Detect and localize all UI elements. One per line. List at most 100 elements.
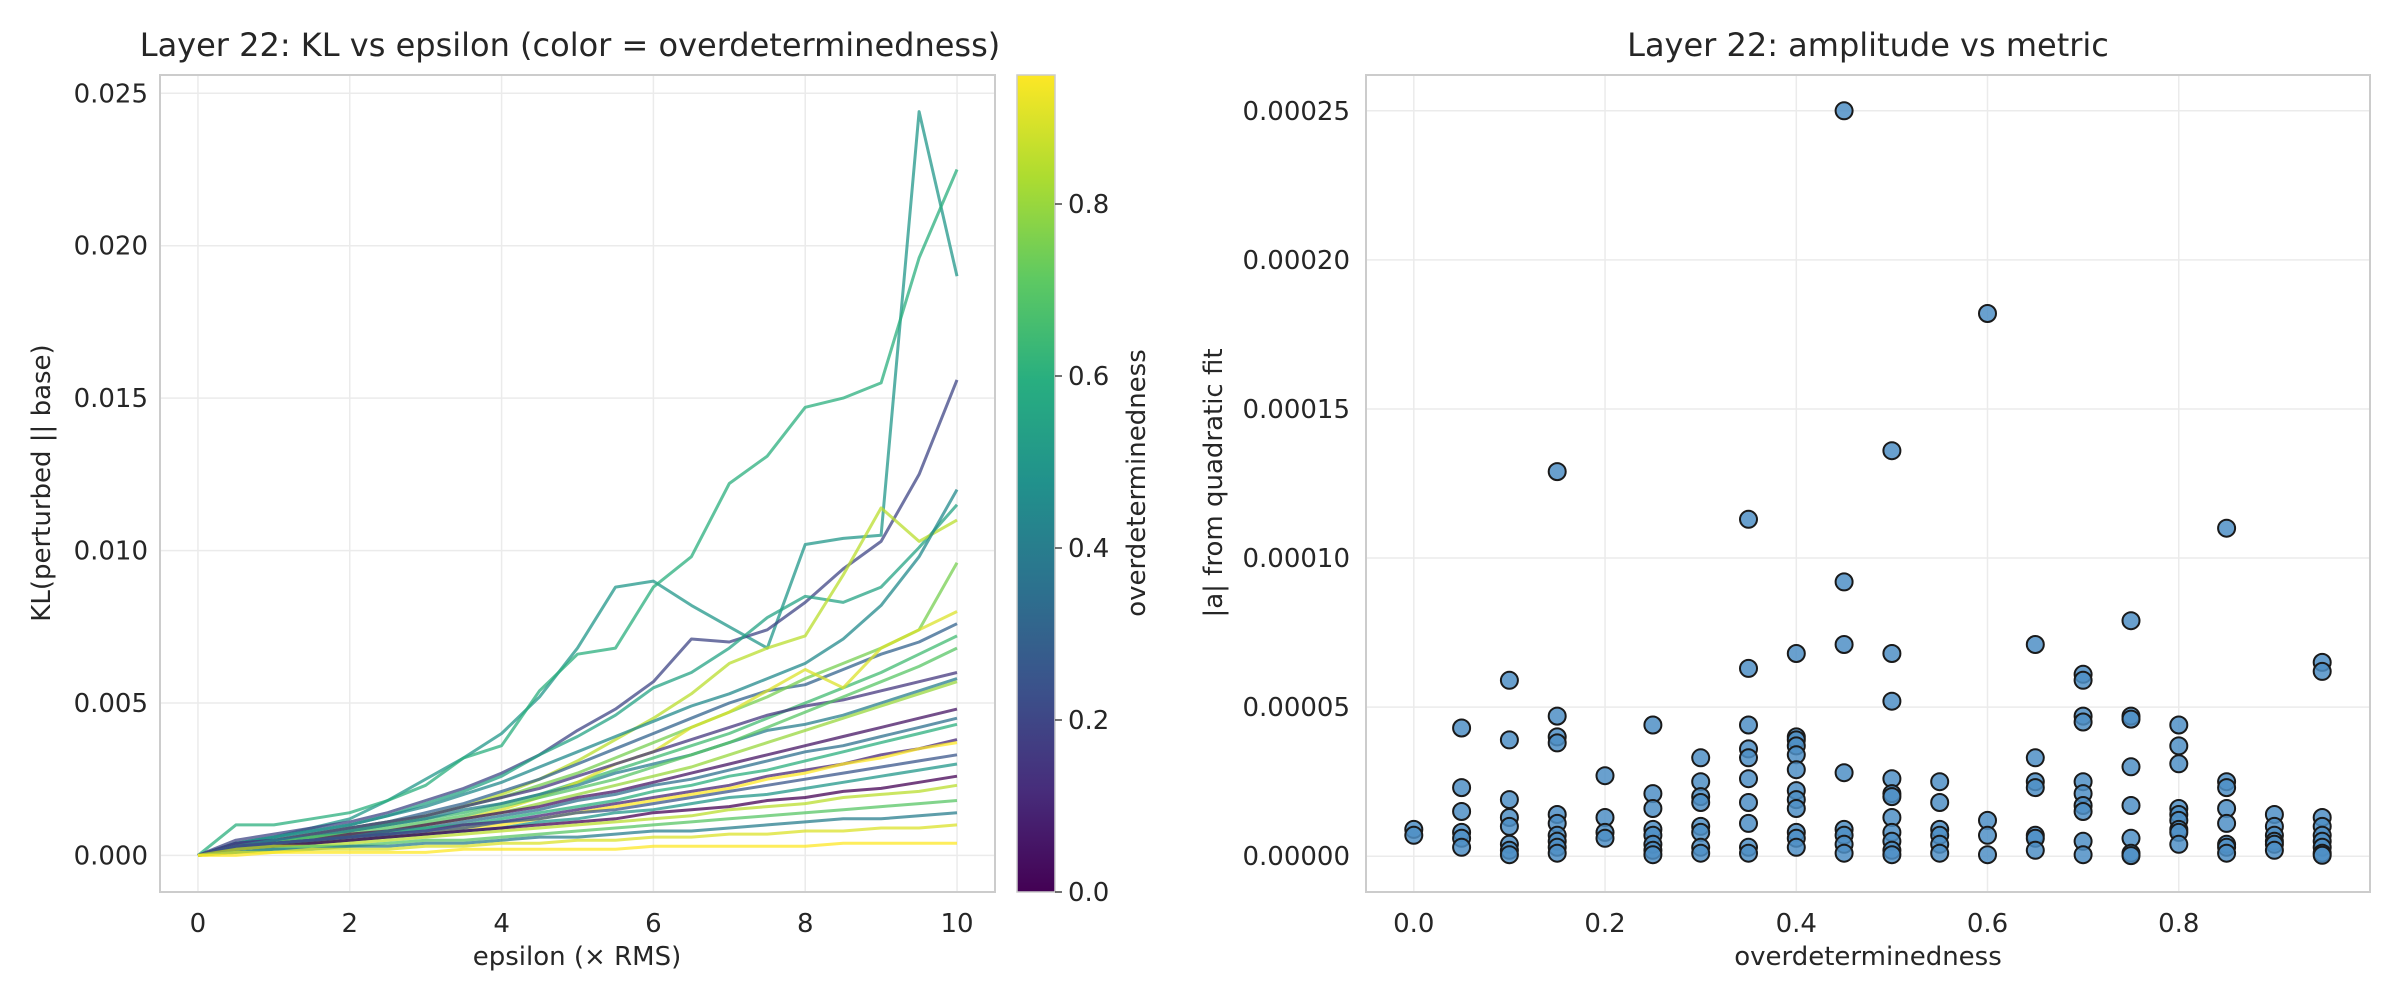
left-y-ticks: 0.000 0.005 0.010 0.015 0.020 0.025 — [74, 79, 148, 871]
kl-series-line — [197, 646, 958, 857]
scatter-point — [1739, 509, 1758, 529]
scatter-point — [1739, 769, 1758, 789]
kl-lines — [197, 110, 959, 857]
scatter-point — [1452, 802, 1472, 821]
scatter-point — [1547, 462, 1567, 482]
scatter-point — [1739, 658, 1758, 678]
scatter-point — [1691, 793, 1711, 812]
right-chart-title: Layer 22: amplitude vs metric — [1627, 26, 2109, 64]
scatter-point — [1595, 828, 1615, 848]
kl-series-line — [198, 841, 957, 857]
scatter-point — [1882, 691, 1902, 711]
left-y-axis-label: KL(perturbed || base) — [27, 344, 57, 621]
scatter-point — [2025, 635, 2045, 654]
scatter-point — [1499, 790, 1519, 810]
right-x-axis-label: overdeterminedness — [1734, 942, 2002, 972]
scatter-point — [2025, 778, 2045, 798]
scatter-point — [1739, 793, 1758, 812]
scatter-point — [1739, 715, 1758, 735]
kl-series-line — [197, 506, 958, 857]
scatter-point — [1643, 799, 1663, 818]
colorbar-tick-label: 0.2 — [1068, 706, 1109, 736]
left-x-ticks: 0 2 4 6 8 10 — [190, 909, 974, 939]
left-x-tick-label: 0 — [190, 909, 207, 939]
left-grid — [160, 75, 995, 892]
kl-series-line — [197, 379, 959, 857]
scatter-point — [1930, 793, 1950, 812]
left-x-tick-label: 8 — [797, 909, 814, 939]
left-chart-title: Layer 22: KL vs epsilon (color = overdet… — [140, 26, 1001, 64]
right-y-axis-label: |a| from quadratic fit — [1199, 348, 1229, 617]
scatter-point — [1739, 748, 1758, 768]
left-y-tick-label: 0.015 — [74, 384, 148, 414]
colorbar-tick-label: 0.6 — [1068, 362, 1109, 392]
right-x-ticks: 0.0 0.2 0.4 0.6 0.8 — [1393, 909, 2199, 939]
scatter-point — [1595, 766, 1615, 786]
kl-series-line — [197, 168, 959, 857]
scatter-point — [1786, 644, 1806, 663]
scatter-point — [1930, 843, 1950, 863]
kl-series-line — [197, 110, 959, 857]
left-x-axis-label: epsilon (× RMS) — [473, 942, 681, 972]
scatter-point — [1547, 843, 1567, 863]
scatter-point — [1978, 304, 1997, 323]
scatter-points — [1404, 101, 2332, 866]
scatter-point — [2217, 778, 2237, 798]
right-x-tick-label: 0.8 — [2158, 909, 2199, 939]
kl-series-line — [197, 488, 959, 857]
left-y-tick-label: 0.000 — [74, 841, 148, 871]
scatter-point — [1499, 816, 1519, 836]
left-y-tick-label: 0.010 — [74, 537, 148, 567]
colorbar-tick-label: 0.4 — [1068, 534, 1109, 564]
scatter-point — [1834, 635, 1854, 654]
left-x-tick-label: 6 — [645, 909, 662, 939]
right-x-tick-label: 0.2 — [1584, 909, 1625, 939]
scatter-point — [1834, 572, 1854, 592]
left-y-tick-label: 0.020 — [74, 232, 148, 262]
scatter-point — [1499, 730, 1519, 750]
scatter-point — [1834, 101, 1854, 121]
scatter-point — [1739, 843, 1758, 863]
scatter-point — [2312, 845, 2332, 865]
scatter-point — [2169, 715, 2189, 735]
scatter-point — [2264, 840, 2284, 860]
kl-series-line — [197, 823, 958, 857]
right-y-tick-label: 0.00020 — [1242, 246, 1350, 276]
amplitude-vs-metric-panel: Layer 22: amplitude vs metric 0.0 0.2 0.4 0… — [1199, 26, 2371, 972]
scatter-point — [1978, 825, 1997, 845]
right-y-tick-label: 0.00010 — [1242, 544, 1350, 574]
kl-series-line — [197, 799, 958, 857]
right-x-tick-label: 0.0 — [1393, 909, 1434, 939]
scatter-point — [1786, 837, 1806, 857]
right-y-tick-label: 0.00005 — [1242, 693, 1350, 723]
right-x-tick-label: 0.4 — [1776, 909, 1817, 939]
kl-vs-epsilon-panel: Layer 22: KL vs epsilon (color = overdet… — [27, 26, 1000, 972]
right-grid — [1366, 75, 2370, 892]
right-plot-frame — [1365, 74, 2371, 893]
scatter-point — [1786, 760, 1806, 780]
scatter-point — [1834, 843, 1854, 863]
scatter-point — [2025, 748, 2045, 768]
scatter-point — [1547, 706, 1567, 726]
colorbar: 0.0 0.2 0.4 0.6 0.8 overdeterminedness — [1016, 74, 1152, 908]
kl-series-line — [197, 753, 958, 857]
scatter-point — [1499, 670, 1519, 690]
colorbar-ticks: 0.0 0.2 0.4 0.6 0.8 — [1055, 190, 1109, 908]
left-plot-frame — [159, 74, 996, 893]
scatter-point — [1978, 845, 1997, 865]
scatter-point — [1499, 845, 1519, 865]
right-y-tick-label: 0.00015 — [1242, 395, 1350, 425]
scatter-point — [2169, 754, 2189, 774]
colorbar-tick-label: 0.0 — [1068, 878, 1109, 908]
scatter-point — [1643, 715, 1663, 735]
colorbar-tick-label: 0.8 — [1068, 190, 1109, 220]
scatter-point — [1547, 733, 1567, 753]
kl-series-line — [197, 774, 958, 857]
right-y-ticks: 0.00000 0.00005 0.00010 0.00015 0.00020 0.000… — [1242, 97, 1350, 872]
scatter-point — [1643, 845, 1663, 865]
scatter-point — [1786, 799, 1806, 818]
scatter-point — [2073, 712, 2093, 732]
scatter-point — [2312, 661, 2332, 681]
scatter-point — [1404, 825, 1424, 845]
